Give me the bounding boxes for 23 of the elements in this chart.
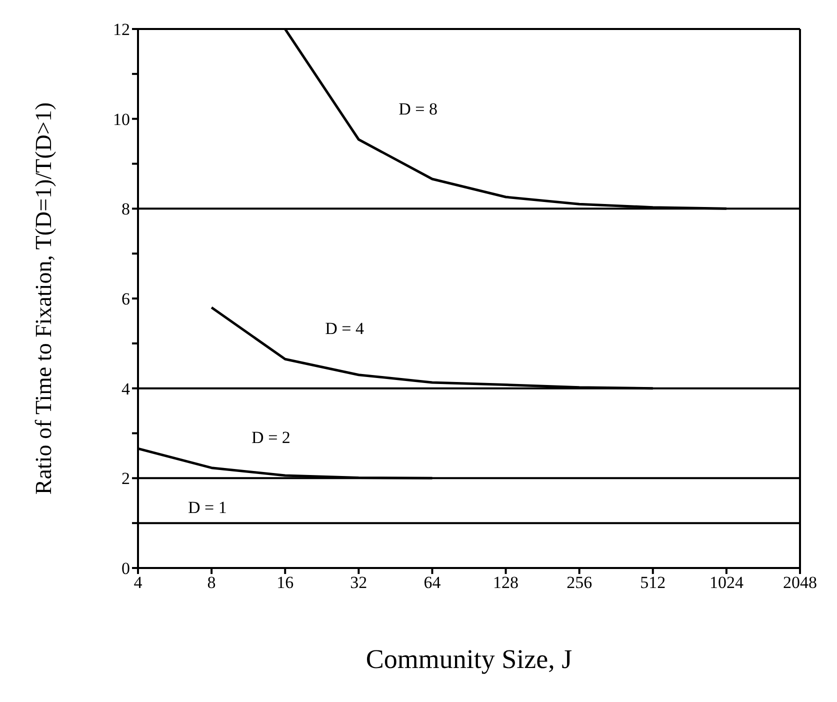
text: D = 8 [398, 99, 438, 118]
y-tick-label: 0 [122, 559, 130, 578]
y-tick-label: 12 [113, 20, 130, 40]
x-tick-label: 128 [493, 573, 519, 592]
y-tick-label: 10 [113, 110, 130, 129]
x-tick-label: 4 [134, 573, 143, 592]
y-tick-label: 8 [122, 200, 130, 219]
x-tick-label: 512 [640, 573, 666, 592]
x-tick-label: 8 [207, 573, 216, 592]
x-tick-label: 16 [276, 573, 294, 592]
y-axis-title: Ratio of Time to Fixation, T(D=1)/T(D>1) [31, 102, 56, 495]
series-label: D = 4 [325, 319, 364, 338]
x-tick-label: 1024 [709, 573, 744, 592]
series-label: D = 2 [252, 428, 290, 447]
x-tick-label: 256 [566, 573, 592, 592]
ref-line-label: D = 1 [188, 498, 227, 518]
x-tick-label: 64 [424, 573, 442, 592]
x-axis-title: Community Size, J [366, 644, 572, 674]
x-tick-label: 32 [350, 573, 368, 592]
y-tick-label: 4 [122, 379, 130, 398]
y-tick-label: 6 [122, 290, 130, 309]
x-tick-label: 2048 [783, 573, 817, 592]
y-tick-label: 2 [122, 469, 130, 488]
